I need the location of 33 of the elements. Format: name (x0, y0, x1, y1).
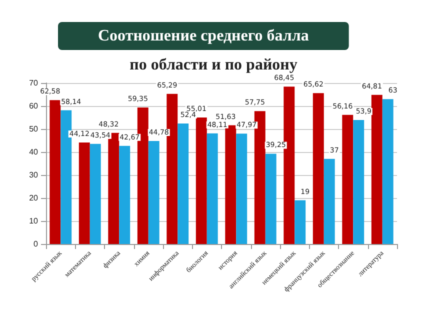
bar (254, 111, 266, 244)
bar (178, 123, 189, 244)
y-tick-label: 20 (29, 194, 39, 202)
y-tick-label: 70 (29, 78, 39, 88)
bar (225, 125, 236, 244)
bar (371, 94, 382, 244)
chart-title: Соотношение среднего балла (98, 28, 309, 44)
bar (206, 133, 218, 244)
bar (108, 132, 120, 244)
bar (137, 107, 148, 244)
y-tick-label: 50 (29, 124, 39, 134)
bar (236, 134, 248, 244)
y-tick-label: 40 (29, 148, 39, 156)
y-tick-label: 10 (29, 216, 39, 226)
bar (78, 142, 90, 244)
bar (284, 86, 295, 244)
bar (342, 114, 354, 244)
bar (50, 100, 61, 244)
bar (382, 99, 394, 244)
bar (196, 117, 207, 244)
bar (265, 154, 276, 244)
y-tick-label: 0 (34, 240, 39, 248)
bar (353, 120, 364, 244)
y-tick-label: 30 (29, 170, 39, 180)
bar (294, 200, 306, 244)
bar (324, 158, 335, 244)
bar (312, 93, 324, 244)
bar (148, 141, 160, 244)
bar (119, 146, 130, 244)
bar (90, 144, 101, 244)
chart-subtitle: по области и по району (130, 56, 298, 74)
y-tick-label: 60 (29, 102, 39, 110)
bar (166, 94, 178, 244)
